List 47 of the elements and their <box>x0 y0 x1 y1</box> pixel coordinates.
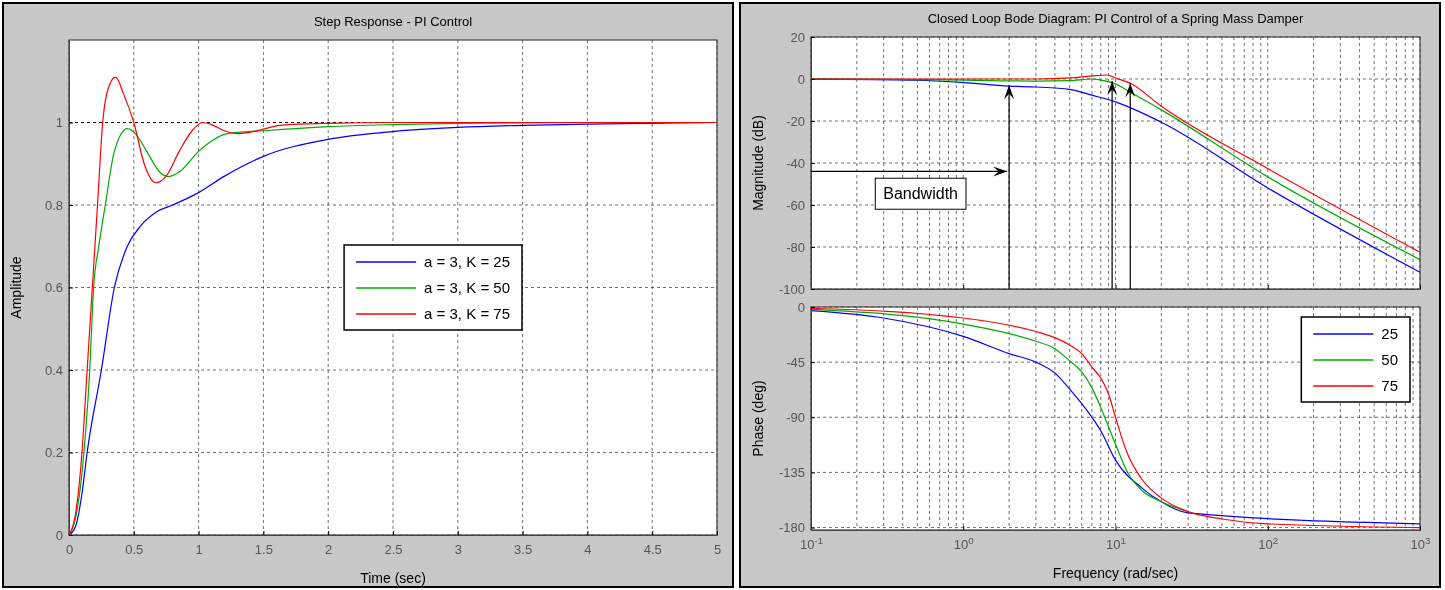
x-tick-label: 0 <box>65 541 74 557</box>
y-tick-label: -180 <box>778 520 805 536</box>
y-tick-label: -45 <box>786 354 805 370</box>
y-tick-label: 1 <box>55 115 63 131</box>
y-tick-label: -135 <box>778 465 805 481</box>
legend-label: a = 3, K = 50 <box>424 279 510 296</box>
y-tick-label: 0.8 <box>44 197 63 213</box>
x-tick-label: 2 <box>325 541 333 557</box>
x-tick-label: 10$^{3}$ <box>1410 534 1431 552</box>
y-tick-label: 0.4 <box>44 362 63 378</box>
x-tick-label: 0.5 <box>125 541 144 557</box>
x-tick-label: 10$^{-1}$ <box>799 534 824 552</box>
y-tick-label: 0 <box>797 299 805 315</box>
legend-label: a = 3, K = 25 <box>424 253 510 270</box>
legend-label: 50 <box>1381 351 1398 368</box>
chart-title: Step Response - PI Control <box>313 14 473 29</box>
x-tick-label: 3.5 <box>514 541 533 557</box>
x-tick-label: 2.5 <box>384 541 403 557</box>
y-tick-label: 0 <box>797 71 805 87</box>
x-tick-label: 3 <box>454 541 462 557</box>
legend-label: a = 3, K = 75 <box>424 305 510 322</box>
legend-label: 75 <box>1381 377 1398 394</box>
y-tick-label: -80 <box>786 239 805 255</box>
y-axis-title: Amplitude <box>8 256 24 319</box>
legend-label: 25 <box>1381 325 1398 342</box>
x-tick-label: 1 <box>195 541 203 557</box>
y-tick-label: 0.6 <box>44 280 63 296</box>
x-axis-title: Frequency (rad/sec) <box>1052 565 1179 581</box>
annotation: Bandwidth <box>883 185 958 203</box>
x-tick-label: 4.5 <box>643 541 662 557</box>
y-tick-label: 0.2 <box>44 445 63 461</box>
x-tick-label: 4 <box>584 541 592 557</box>
y-tick-label: -90 <box>786 409 805 425</box>
y-axis-title: Phase (deg) <box>750 380 766 457</box>
y-axis-title: Magnitude (dB) <box>750 115 766 211</box>
y-tick-label: 20 <box>790 29 805 45</box>
x-tick-label: 5 <box>713 541 722 557</box>
x-tick-label: 10$^{2}$ <box>1258 534 1279 552</box>
y-tick-label: -40 <box>786 155 805 171</box>
x-axis-title: Time (sec) <box>360 570 426 586</box>
y-tick-label: -60 <box>786 197 805 213</box>
x-tick-label: 1.5 <box>254 541 273 557</box>
x-tick-label: 10$^{0}$ <box>953 534 975 552</box>
y-tick-label: -100 <box>778 281 805 297</box>
x-tick-label: 10$^{1}$ <box>1106 534 1126 552</box>
chart-title: Closed Loop Bode Diagram: PI Control of a Spring Mass Damper <box>927 11 1305 26</box>
y-tick-label: -20 <box>786 113 805 129</box>
